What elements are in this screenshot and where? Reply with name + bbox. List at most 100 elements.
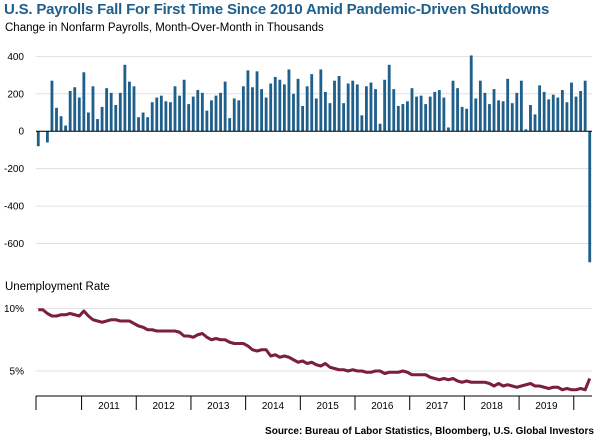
payrolls-bar	[169, 102, 172, 132]
payrolls-bar	[583, 80, 587, 132]
payrolls-bar	[396, 105, 400, 132]
year-tick-label: 2017	[426, 401, 449, 412]
payrolls-bar	[196, 90, 200, 132]
payrolls-bar	[123, 64, 127, 132]
payrolls-bar	[419, 95, 423, 132]
payrolls-bar	[474, 98, 478, 132]
payrolls-bar	[538, 85, 542, 132]
payrolls-bar	[424, 104, 428, 132]
year-tick-label: 2011	[98, 401, 120, 412]
payrolls-bar	[77, 97, 81, 132]
year-tick-label: 2016	[371, 401, 394, 412]
payrolls-y-tick-label: 0	[18, 127, 24, 138]
payrolls-bar	[105, 88, 109, 132]
payrolls-bar	[378, 123, 382, 132]
payrolls-bar	[219, 92, 222, 132]
unemployment-title: Unemployment Rate	[5, 281, 110, 293]
payrolls-bar	[114, 105, 118, 132]
payrolls-bar	[529, 105, 532, 132]
payrolls-bar	[128, 81, 131, 132]
payrolls-bar	[433, 91, 437, 132]
unemployment-y-tick-label: 5%	[10, 367, 25, 378]
payrolls-bar	[301, 105, 305, 132]
payrolls-bar	[510, 103, 514, 132]
payrolls-bar	[200, 92, 204, 132]
payrolls-bar	[260, 89, 264, 132]
payrolls-bar	[287, 69, 291, 132]
payrolls-bar	[588, 131, 592, 263]
payrolls-bar	[137, 117, 140, 132]
payrolls-bar	[205, 110, 209, 132]
payrolls-bar	[45, 131, 49, 143]
payrolls-bar	[406, 101, 409, 132]
unemployment-gridlines	[36, 308, 592, 372]
payrolls-bar	[328, 103, 332, 132]
payrolls-bar	[364, 86, 368, 132]
payrolls-bar	[447, 127, 450, 132]
payrolls-bar	[210, 100, 213, 132]
payrolls-bar	[214, 95, 218, 132]
payrolls-bar	[574, 96, 578, 132]
year-tick-label: 2012	[152, 401, 175, 412]
payrolls-bar	[428, 96, 432, 132]
payrolls-bar	[401, 104, 405, 132]
payrolls-bar	[579, 90, 583, 132]
payrolls-bar	[560, 90, 564, 132]
payrolls-bar	[497, 100, 500, 132]
payrolls-bar	[155, 97, 159, 132]
payrolls-bars	[36, 55, 592, 263]
payrolls-bar	[314, 98, 318, 132]
chart-title: U.S. Payrolls Fall For First Time Since …	[4, 1, 550, 18]
payrolls-bar	[59, 116, 63, 132]
year-tick-label: 2019	[535, 401, 558, 412]
payrolls-bar	[82, 72, 86, 132]
year-tick-label: 2014	[262, 401, 285, 412]
payrolls-bar	[305, 86, 309, 132]
payrolls-bar	[392, 89, 396, 132]
source-note: Source: Bureau of Labor Statistics, Bloo…	[265, 426, 594, 437]
payrolls-bar	[515, 92, 519, 132]
payrolls-y-tick-label: 400	[7, 52, 24, 63]
payrolls-bar	[251, 87, 254, 132]
payrolls-bar	[323, 91, 327, 132]
payrolls-bar	[282, 84, 286, 132]
payrolls-bar	[68, 90, 72, 132]
payrolls-bar	[342, 103, 346, 132]
payrolls-bar	[346, 83, 350, 132]
payrolls-y-tick-label: -200	[4, 164, 24, 175]
payrolls-bar	[146, 117, 150, 132]
payrolls-bar	[191, 96, 195, 132]
payrolls-bar	[269, 83, 273, 132]
payrolls-bar	[237, 100, 241, 132]
payrolls-bar	[232, 98, 236, 132]
payrolls-bar	[415, 96, 418, 132]
payrolls-bar	[278, 79, 282, 132]
payrolls-bar	[337, 76, 341, 132]
year-tick-label: 2013	[207, 401, 230, 412]
payrolls-bar	[109, 92, 113, 132]
payrolls-bar	[351, 80, 355, 132]
payrolls-bar	[141, 112, 145, 132]
chart-subtitle: Change in Nonfarm Payrolls, Month-Over-M…	[5, 22, 324, 34]
payrolls-bar	[533, 114, 537, 132]
payrolls-bar	[355, 84, 359, 132]
payrolls-bar	[547, 99, 551, 132]
payrolls-bar	[483, 92, 487, 132]
payrolls-bar	[264, 97, 268, 132]
payrolls-bar	[50, 80, 54, 132]
payrolls-bar	[182, 79, 186, 132]
payrolls-y-tick-label: -600	[4, 239, 24, 250]
payrolls-bar	[36, 131, 40, 147]
payrolls-bar	[442, 97, 446, 132]
unemployment-y-tick-labels: 10% 5%	[4, 304, 24, 378]
payrolls-bar	[55, 107, 58, 132]
payrolls-bar	[91, 86, 95, 132]
payrolls-bar	[465, 108, 469, 132]
payrolls-bar	[519, 80, 523, 132]
payrolls-bar	[383, 79, 387, 132]
year-tick-label: 2018	[481, 401, 504, 412]
payrolls-bar	[246, 70, 250, 132]
payrolls-bar	[187, 104, 191, 132]
payrolls-bar	[360, 115, 364, 132]
